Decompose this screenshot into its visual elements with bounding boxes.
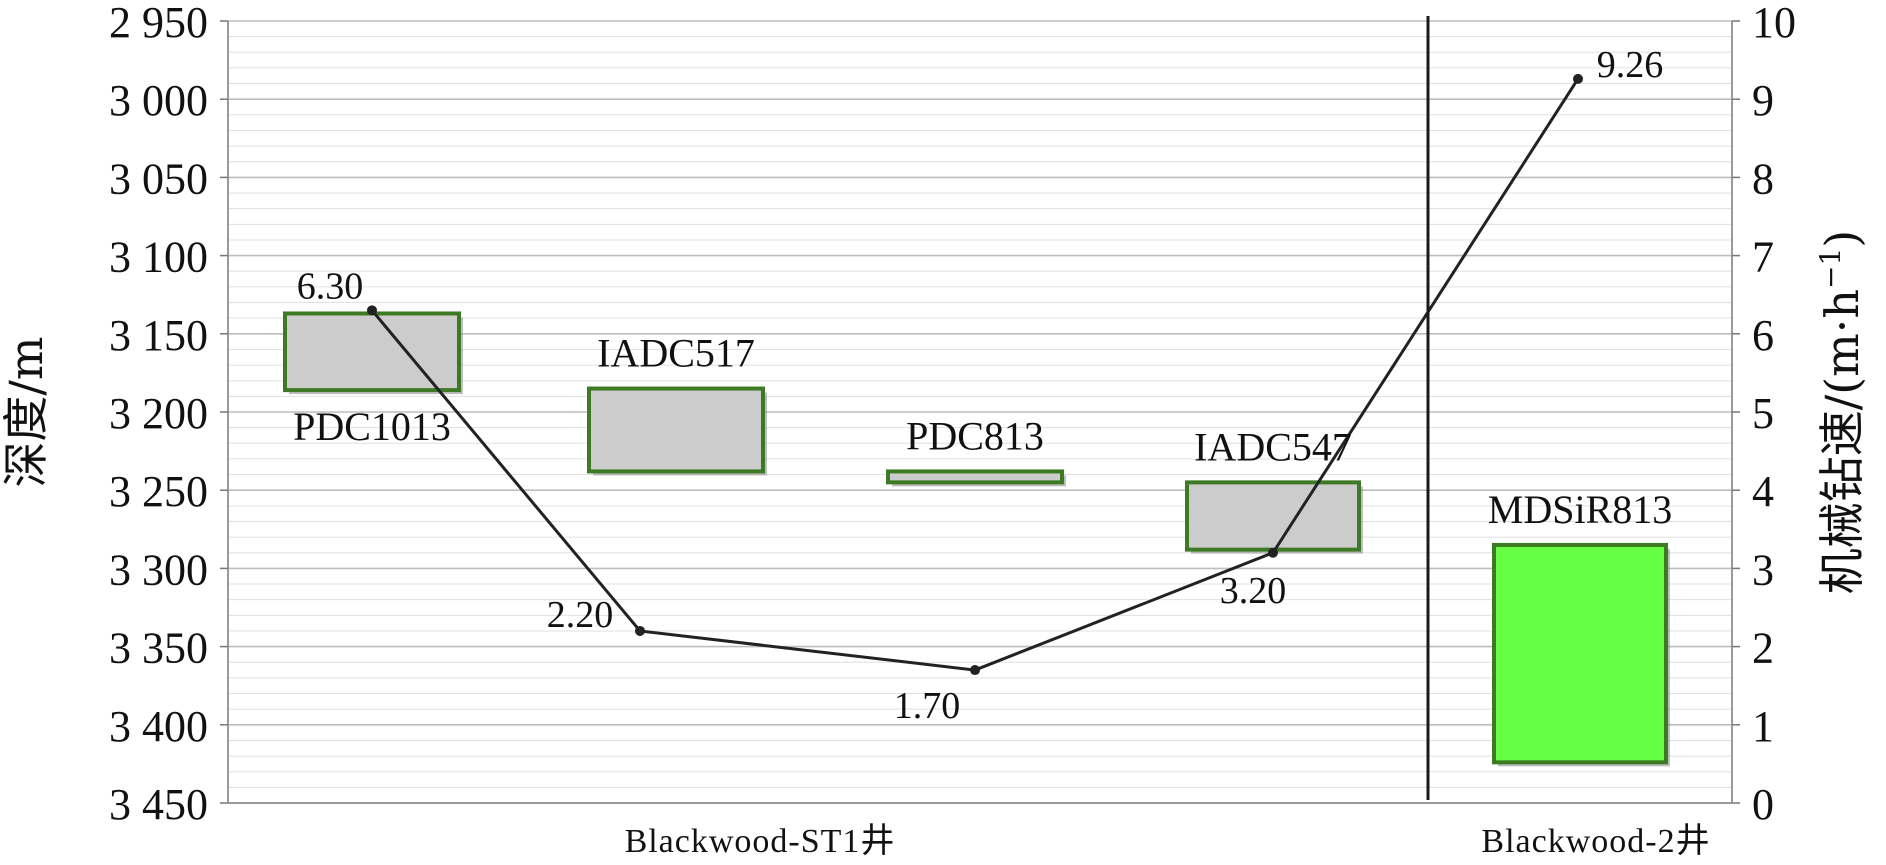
- right-tick-label: 10: [1752, 0, 1796, 47]
- right-tick-label: 9: [1752, 76, 1774, 125]
- bar-label: IADC517: [597, 331, 755, 376]
- bar-label: IADC547: [1194, 424, 1352, 469]
- line-layer: [367, 73, 1583, 676]
- left-tick-label: 3 000: [109, 76, 208, 125]
- right-tick-label: 6: [1752, 311, 1774, 360]
- left-tick-label: 3 050: [109, 154, 208, 203]
- rop-point: [635, 625, 645, 636]
- rop-data-label: 1.70: [894, 685, 961, 727]
- left-tick-label: 3 300: [109, 545, 208, 594]
- interval-bar: [283, 311, 461, 393]
- rop-data-label: 2.20: [547, 594, 614, 636]
- right-tick-label: 3: [1752, 545, 1774, 594]
- rop-point: [367, 305, 377, 316]
- left-tick-label: 3 250: [109, 467, 208, 516]
- left-tick-label: 3 350: [109, 624, 208, 673]
- interval-bar: [1492, 542, 1668, 765]
- right-tick-label: 5: [1752, 389, 1774, 438]
- left-tick-label: 3 200: [109, 389, 208, 438]
- left-axis-title: 深度/m: [0, 336, 53, 487]
- rop-point: [1573, 73, 1583, 84]
- right-axis-title-main: 机械钻速/(m·h: [1815, 289, 1869, 594]
- label-layer: PDC1013 IADC517 PDC813 IADC547 MDSiR813 6.30 2…: [293, 44, 1672, 727]
- rop-data-label: 6.30: [297, 265, 364, 307]
- well-label: Blackwood-2井: [1481, 822, 1710, 860]
- right-axis-title-close: ): [1815, 230, 1869, 248]
- bar-label: PDC1013: [293, 404, 451, 449]
- interval-bar: [886, 469, 1064, 485]
- bar-label: PDC813: [906, 413, 1044, 458]
- rop-point: [1268, 547, 1278, 558]
- interval-bar: [587, 386, 765, 474]
- grid-layer: [228, 20, 1732, 804]
- interval-bar: [1185, 480, 1361, 552]
- left-tick-label: 3 100: [109, 233, 208, 282]
- well-label: Blackwood-ST1井: [625, 822, 896, 860]
- right-tick-label: 4: [1752, 467, 1774, 516]
- left-tick-label: 2 950: [109, 0, 208, 47]
- left-tick-label: 3 150: [109, 311, 208, 360]
- rop-point: [970, 665, 980, 676]
- left-tick-label: 3 400: [109, 702, 208, 751]
- right-tick-label: 8: [1752, 154, 1774, 203]
- right-tick-label: 0: [1752, 780, 1774, 829]
- right-tick-label: 2: [1752, 624, 1774, 673]
- rop-data-label: 3.20: [1220, 570, 1287, 612]
- left-tick-label: 3 450: [109, 780, 208, 829]
- bar-label: MDSiR813: [1488, 487, 1673, 532]
- bar-layer: [283, 311, 1670, 767]
- right-axis-title-sup: −1: [1814, 248, 1847, 289]
- rop-data-label: 9.26: [1597, 44, 1664, 86]
- right-tick-label: 1: [1752, 702, 1774, 751]
- right-tick-label: 7: [1752, 233, 1774, 282]
- right-axis-title: 机械钻速/(m·h−1): [1814, 230, 1869, 595]
